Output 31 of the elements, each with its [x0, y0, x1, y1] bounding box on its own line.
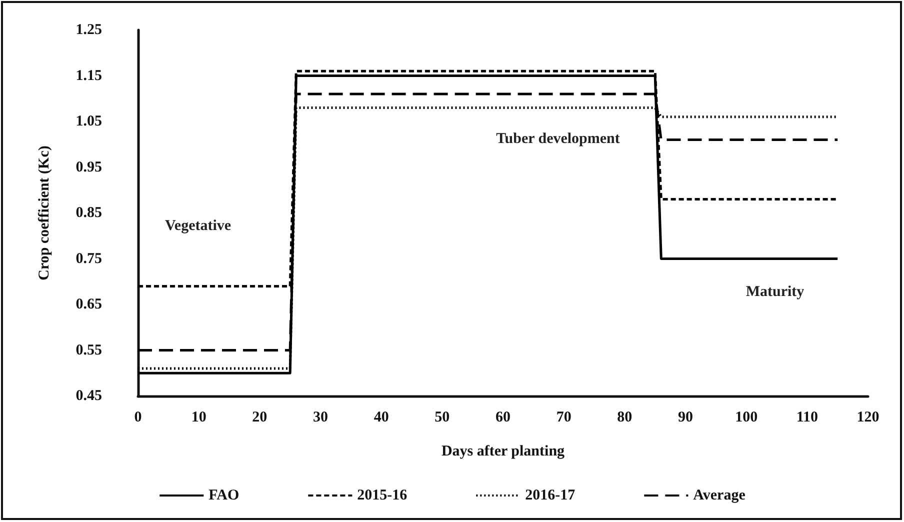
y-tick-label: 1.25: [76, 22, 102, 38]
x-tick-label: 30: [313, 410, 328, 426]
x-axis-title: Days after planting: [441, 444, 566, 460]
x-tick-label: 40: [374, 410, 389, 426]
y-tick-label: 0.55: [76, 342, 102, 358]
x-tick-label: 20: [252, 410, 268, 426]
x-tick-label: 80: [617, 410, 632, 426]
x-tick-label: 90: [678, 410, 693, 426]
y-tick-label: 1.15: [76, 68, 102, 84]
y-axis-title: Crop coefficient (Kc): [36, 146, 52, 280]
y-tick-label: 0.65: [76, 296, 102, 312]
x-tick-label: 100: [735, 410, 758, 426]
y-tick-label: 0.45: [76, 388, 102, 404]
legend-label: Average: [693, 488, 746, 504]
x-tick-label: 120: [856, 410, 880, 426]
legend-label: 2016-17: [525, 488, 576, 504]
x-tick-label: 70: [556, 410, 572, 426]
legend-label: 2015-16: [357, 488, 408, 504]
annotation: Vegetative: [164, 218, 232, 234]
x-tick-label: 0: [134, 410, 142, 426]
x-tick-label: 50: [434, 410, 450, 426]
x-tick-label: 110: [796, 410, 818, 426]
x-tick-label: 60: [496, 410, 510, 426]
y-tick-label: 0.75: [76, 250, 102, 267]
x-tick-label: 10: [191, 410, 206, 426]
annotation: Tuber development: [496, 131, 620, 147]
legend-label: FAO: [208, 488, 240, 504]
y-tick-label: 0.95: [76, 159, 102, 176]
y-tick-label: 0.85: [76, 205, 102, 221]
annotation: Maturity: [746, 284, 805, 300]
y-tick-label: 1.05: [76, 114, 102, 130]
